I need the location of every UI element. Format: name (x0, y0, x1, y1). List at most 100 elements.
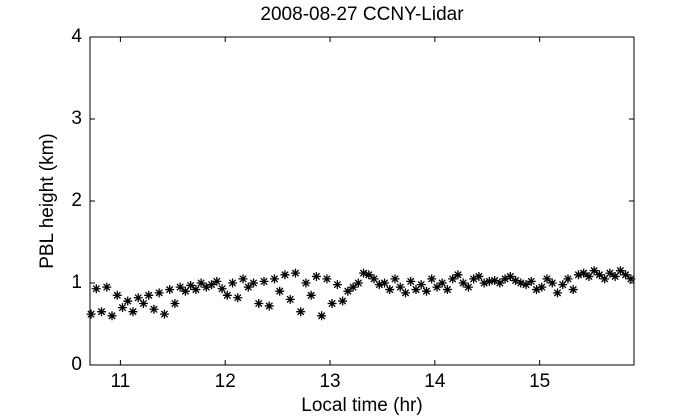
point (500, 274, 510, 284)
point (97, 307, 107, 317)
point (390, 274, 400, 284)
point (280, 270, 290, 280)
point (217, 284, 227, 294)
point (484, 276, 494, 286)
point (573, 270, 583, 280)
point (175, 282, 185, 292)
point (154, 288, 164, 298)
point (453, 270, 463, 280)
point (432, 282, 442, 292)
point (191, 285, 201, 295)
point (222, 290, 232, 300)
point (615, 266, 625, 276)
point (400, 288, 410, 298)
point (159, 309, 169, 319)
x-tick-label: 13 (319, 371, 340, 392)
point (458, 278, 468, 288)
point (395, 282, 405, 292)
point (568, 285, 578, 295)
point (102, 282, 112, 292)
point (264, 301, 274, 311)
y-tick-label: 3 (71, 108, 82, 129)
point (180, 286, 190, 296)
point (374, 280, 384, 290)
point (296, 307, 306, 317)
point (552, 288, 562, 298)
point (369, 274, 379, 284)
point (322, 274, 332, 284)
point (196, 278, 206, 288)
point (621, 270, 631, 280)
point (128, 307, 138, 317)
point (332, 280, 342, 290)
point (542, 274, 552, 284)
point (437, 278, 447, 288)
point (269, 274, 279, 284)
point (537, 282, 547, 292)
point (589, 266, 599, 276)
point (311, 271, 321, 281)
point (306, 290, 316, 300)
point (605, 268, 615, 278)
point (343, 286, 353, 296)
point (238, 274, 248, 284)
point (516, 278, 526, 288)
point (416, 280, 426, 290)
point (144, 290, 154, 300)
y-axis-label: PBL height (km) (37, 133, 58, 269)
point (474, 271, 484, 281)
x-axis-label: Local time (hr) (301, 395, 422, 416)
point (479, 278, 489, 288)
point (149, 304, 159, 314)
point (133, 293, 143, 303)
point (579, 268, 589, 278)
point (233, 293, 243, 303)
y-tick-label: 1 (71, 272, 82, 293)
point (327, 299, 337, 308)
point (442, 285, 452, 295)
point (490, 276, 500, 286)
point (406, 276, 416, 286)
point (254, 299, 264, 308)
point (353, 278, 363, 288)
point (505, 271, 515, 281)
point (610, 271, 620, 281)
y-tick-label: 2 (71, 190, 82, 211)
point (558, 280, 568, 290)
point (364, 270, 374, 280)
point (290, 268, 300, 278)
point (249, 278, 259, 288)
point (259, 276, 269, 286)
x-tick-label: 12 (215, 371, 236, 392)
point (86, 309, 96, 319)
point (201, 282, 211, 292)
point (511, 276, 521, 286)
point (594, 270, 604, 280)
point (495, 278, 505, 288)
point (600, 274, 610, 284)
point (411, 285, 421, 295)
y-tick-label: 0 (71, 354, 82, 375)
x-tick-label: 11 (111, 371, 131, 392)
y-tick-label: 4 (71, 26, 82, 47)
point (112, 290, 122, 300)
point (385, 285, 395, 295)
point (186, 280, 196, 290)
point (469, 274, 479, 284)
point (91, 284, 101, 294)
point (338, 296, 348, 306)
point (301, 278, 311, 288)
point (448, 274, 458, 284)
point (521, 280, 531, 290)
chart-title: 2008-08-27 CCNY-Lidar (260, 4, 464, 25)
point (275, 286, 285, 296)
point (117, 303, 127, 313)
point (138, 299, 148, 308)
point (463, 282, 473, 292)
point (348, 282, 358, 292)
point (526, 276, 536, 286)
point (285, 294, 295, 304)
x-tick-label: 15 (529, 371, 550, 392)
point (317, 311, 327, 321)
